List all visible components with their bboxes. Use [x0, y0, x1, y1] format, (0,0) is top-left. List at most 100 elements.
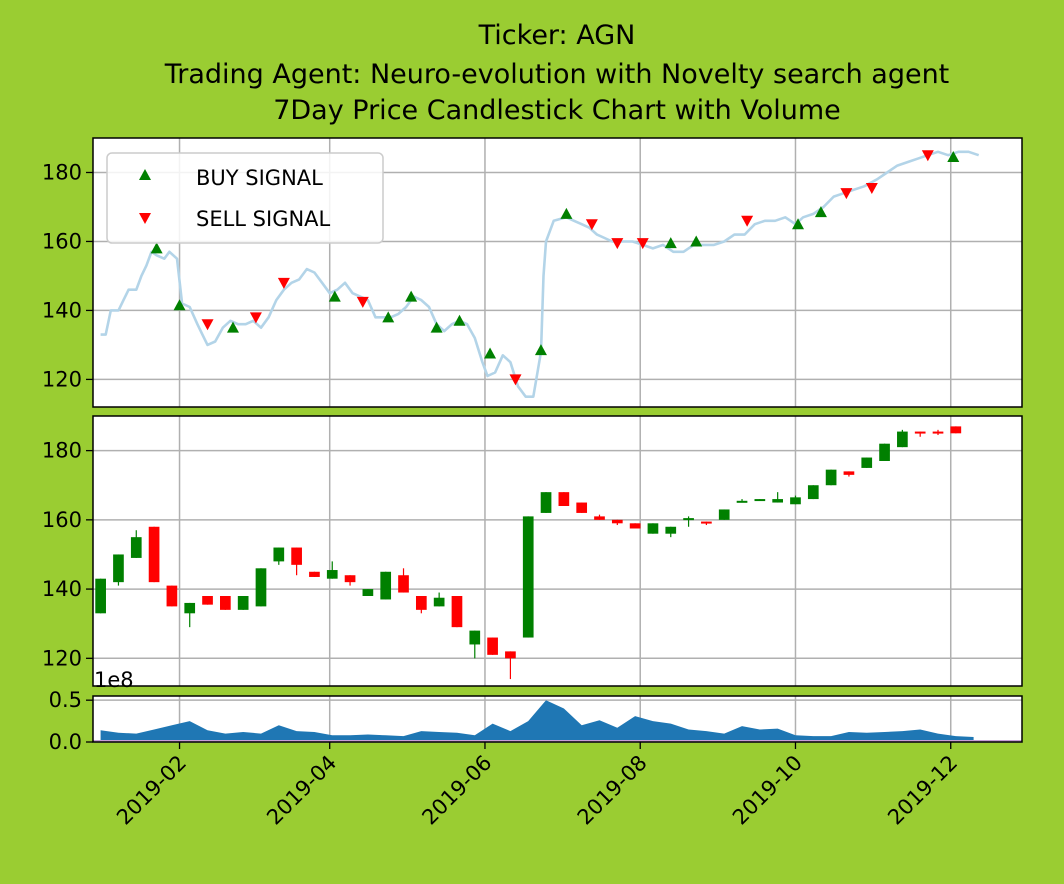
- chart-title-line-3: 7Day Price Candlestick Chart with Volume: [273, 95, 841, 126]
- buy-signal-marker-4: [328, 290, 341, 302]
- buy-signal-marker-8: [453, 314, 466, 326]
- x-tick-label-2019-12: 2019-12: [883, 751, 962, 830]
- candle-body-17: [380, 571, 392, 600]
- candle-body-41: [807, 485, 819, 500]
- buy-signal-marker-6: [405, 290, 418, 302]
- candle-panel-ytick-label-120: 120: [42, 646, 82, 670]
- candle-body-31: [629, 523, 641, 529]
- candle-body-26: [540, 492, 552, 513]
- volume-area: [100, 700, 974, 742]
- legend-box: [106, 152, 384, 244]
- volume-panel-ytick-label-0.0: 0.0: [49, 730, 82, 754]
- sell-signal-marker-12: [921, 150, 934, 162]
- candle-body-35: [701, 521, 712, 524]
- legend-sell-label: SELL SIGNAL: [196, 207, 331, 231]
- candle-body-32: [647, 523, 659, 534]
- candle-body-30: [611, 519, 623, 524]
- candle-body-19: [415, 596, 427, 610]
- candle-body-5: [166, 585, 178, 607]
- candle-body-38: [754, 499, 766, 502]
- x-axis: 2019-02 2019-04 2019-06 2019-08 2019-10 2019-…: [112, 742, 962, 830]
- price-panel-ytick-label-180: 180: [42, 160, 82, 184]
- buy-signal-marker-2: [173, 299, 186, 311]
- candle-body-27: [558, 492, 570, 506]
- sell-signal-marker-6: [585, 219, 598, 231]
- candle-body-20: [433, 597, 445, 607]
- legend: BUY SIGNAL SELL SIGNAL: [106, 152, 384, 244]
- candle-body-43: [843, 471, 855, 475]
- chart-title-line-2: Trading Agent: Neuro-evolution with Nove…: [164, 59, 950, 90]
- sell-signal-marker-4: [356, 296, 369, 308]
- sell-signal-marker-1: [201, 319, 214, 331]
- candle-body-36: [718, 509, 730, 520]
- legend-sell-marker: [139, 213, 151, 224]
- buy-signal-marker-12: [664, 237, 677, 249]
- price-panel-ytick-label-140: 140: [42, 298, 82, 322]
- candle-panel-frame: [92, 415, 1023, 687]
- buy-signal-marker-11: [560, 207, 573, 219]
- candle-body-40: [790, 497, 801, 505]
- candle-body-45: [879, 443, 890, 461]
- candle-body-22: [469, 630, 481, 645]
- legend-buy-label: BUY SIGNAL: [196, 166, 323, 190]
- price-panel-ytick-label-160: 160: [42, 229, 82, 253]
- volume-panel-frame: [92, 695, 1023, 743]
- candle-body-15: [344, 575, 356, 583]
- volume-panel-ytick-label-0.5: 0.5: [49, 688, 82, 712]
- candle-body-44: [861, 457, 873, 468]
- chart-title-line-1: Ticker: AGN: [478, 20, 636, 51]
- candle-body-24: [505, 651, 516, 659]
- sell-signal-marker-7: [611, 238, 624, 250]
- x-tick-label-2019-06: 2019-06: [417, 751, 496, 830]
- candle-body-18: [398, 575, 409, 593]
- buy-signal-marker-9: [484, 347, 497, 359]
- sell-signal-marker-8: [636, 238, 649, 250]
- sell-signal-marker-2: [249, 312, 262, 324]
- candle-body-21: [451, 596, 463, 628]
- candle-body-9: [237, 596, 249, 610]
- x-tick-label-2019-08: 2019-08: [573, 751, 652, 830]
- candle-body-13: [309, 571, 320, 577]
- buy-signal-marker-13: [690, 235, 703, 247]
- candle-body-29: [594, 516, 605, 520]
- candle-body-8: [220, 596, 231, 610]
- candle-body-14: [326, 570, 338, 579]
- candle-body-47: [914, 431, 926, 434]
- candle-body-25: [522, 516, 534, 638]
- legend-buy-marker: [139, 169, 151, 180]
- buy-signal-marker-15: [814, 206, 827, 218]
- buy-signal-marker-7: [430, 321, 443, 333]
- buy-signal-marker-3: [226, 321, 239, 333]
- candle-body-2: [113, 554, 124, 583]
- buy-signal-marker-14: [792, 218, 805, 230]
- candle-panel-ytick-label-180: 180: [42, 439, 82, 463]
- candle-body-37: [736, 500, 748, 503]
- candle-body-11: [273, 547, 285, 562]
- x-tick-label-2019-02: 2019-02: [112, 751, 191, 830]
- buy-signal-marker-10: [534, 344, 547, 356]
- candle-body-42: [825, 469, 837, 486]
- candle-body-46: [897, 431, 908, 448]
- candle-panel-ytick-label-140: 140: [42, 577, 82, 601]
- sell-signal-marker-3: [277, 277, 290, 289]
- candle-body-10: [255, 568, 267, 607]
- candle-body-6: [184, 602, 196, 614]
- candle-body-39: [772, 499, 784, 503]
- sell-signal-marker-10: [840, 188, 853, 200]
- sell-signal-marker-5: [509, 374, 522, 386]
- candlestick-panel: 120 140 160 180: [42, 415, 1023, 687]
- candle-body-48: [932, 431, 944, 434]
- buy-signal-marker-5: [382, 311, 395, 323]
- candle-body-49: [950, 426, 962, 434]
- candle-body-1: [95, 578, 106, 614]
- candle-body-3: [130, 537, 142, 558]
- candle-body-7: [202, 596, 213, 605]
- volume-exponent-label: 1e8: [94, 668, 134, 692]
- sell-signal-marker-9: [741, 215, 754, 227]
- price-panel-frame: [92, 137, 1023, 408]
- buy-signal-marker-16: [947, 150, 960, 162]
- volume-panel: 0.0 0.5: [49, 688, 1023, 754]
- price-panel-ytick-label-120: 120: [42, 367, 82, 391]
- candle-body-34: [683, 518, 694, 521]
